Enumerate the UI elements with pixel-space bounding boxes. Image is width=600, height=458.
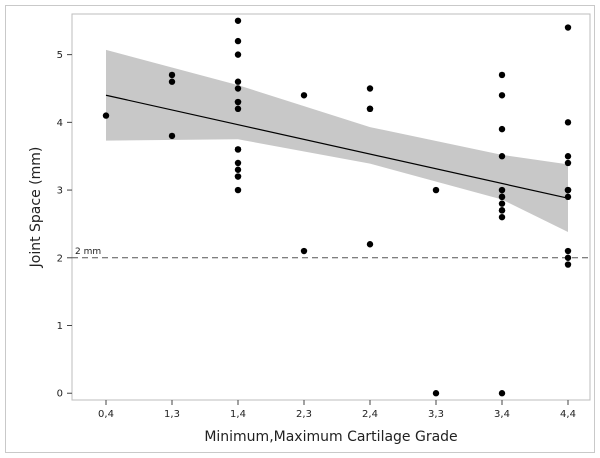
data-point [168, 78, 176, 85]
data-point [564, 186, 572, 194]
data-point [234, 186, 242, 194]
x-axis: 0,4 1,3 1,4 2,3 2,4 3,3 3,4 4,4 [98, 400, 576, 420]
data-point [234, 78, 242, 85]
data-point [234, 85, 242, 92]
data-point [234, 173, 242, 180]
x-tick-label: 2,3 [296, 409, 312, 420]
data-point [564, 159, 572, 167]
data-point [168, 71, 176, 79]
data-point [234, 51, 242, 58]
data-point [432, 186, 440, 194]
data-point [498, 207, 506, 214]
data-point [234, 17, 242, 24]
data-point [498, 125, 506, 133]
data-point [234, 105, 242, 113]
fit-line [105, 94, 569, 199]
data-point [168, 132, 176, 140]
x-tick-label: 4,4 [560, 409, 576, 420]
data-point [234, 98, 242, 106]
y-tick-label: 4 [57, 118, 63, 129]
data-point [366, 85, 374, 92]
plot-border [71, 13, 591, 401]
data-point [498, 213, 506, 221]
y-tick-label: 5 [57, 50, 63, 61]
data-point [432, 390, 440, 397]
x-tick-label: 0,4 [98, 409, 114, 420]
x-tick-label: 1,4 [230, 409, 246, 420]
x-tick-label: 1,3 [164, 409, 180, 420]
data-point [564, 193, 572, 201]
data-point [234, 146, 242, 153]
y-tick-label: 3 [57, 186, 63, 197]
data-point [300, 247, 308, 255]
data-point [498, 153, 506, 160]
data-point [498, 92, 506, 99]
chart-frame [5, 5, 595, 453]
data-point [234, 37, 242, 45]
reference-line-label: 2 mm [75, 247, 101, 257]
data-point [564, 261, 572, 268]
x-tick-label: 3,4 [494, 409, 510, 420]
y-tick-label: 1 [57, 321, 63, 332]
data-point [564, 247, 572, 255]
data-point [498, 200, 506, 207]
data-point [300, 92, 308, 99]
data-point [102, 112, 110, 119]
data-point [498, 193, 506, 201]
data-point [498, 390, 506, 397]
x-tick-label: 3,3 [428, 409, 444, 420]
confidence-band [106, 49, 568, 233]
y-tick-label: 0 [57, 389, 63, 400]
x-tick-label: 2,4 [362, 409, 378, 420]
data-point [234, 159, 242, 167]
y-tick-label: 2 [57, 253, 63, 264]
data-point [366, 241, 374, 248]
x-axis-title: Minimum,Maximum Cartilage Grade [204, 429, 457, 445]
data-point [498, 71, 506, 79]
data-point [498, 186, 506, 194]
data-point [564, 119, 572, 126]
data-point [564, 24, 572, 31]
scatter-points [102, 17, 572, 397]
y-axis-title: Joint Space (mm) [28, 147, 44, 269]
data-point [234, 166, 242, 173]
data-point [366, 105, 374, 113]
data-point [564, 153, 572, 160]
data-point [564, 254, 572, 261]
y-axis: 0 1 2 3 4 5 [57, 50, 72, 400]
